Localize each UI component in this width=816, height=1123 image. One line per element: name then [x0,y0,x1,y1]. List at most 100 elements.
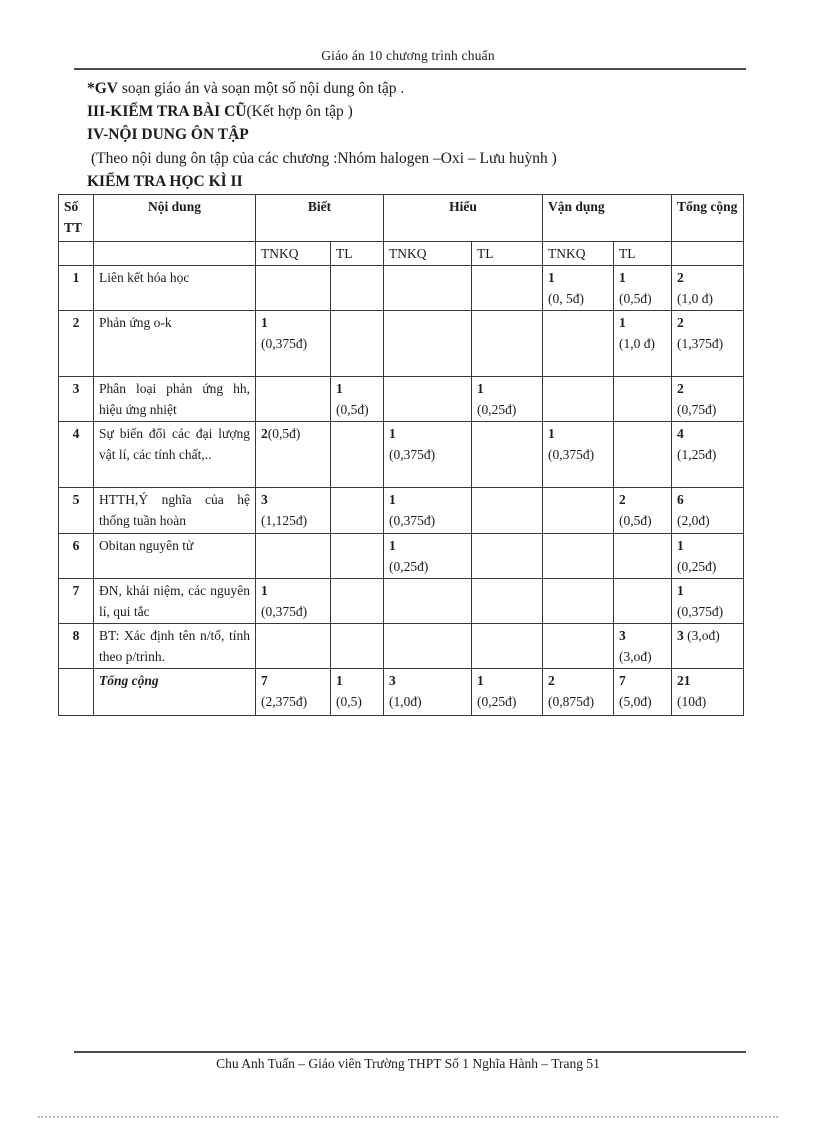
cell-tong-cong: 2 (0,75đ) [671,376,745,422]
table-row: 1 Liên kết hóa học 1 (0, 5đ) 1 (0,5đ) 2 (1,0 đ) [58,265,745,311]
cell-vandung-tnkq: 2 (0,875đ) [542,668,615,716]
table-row: 3 Phân loại phản ứng hh, hiệu ứng nhiệt 1(… [58,376,745,422]
table-header-row: Số TT Nội dung Biết Hiểu Vận dụng Tổng c… [58,194,745,242]
cell-stt: 4 [58,421,94,488]
cell-biet-tl [330,310,384,377]
cell-biet-tnkq: 7 (2,375đ) [255,668,331,716]
cell-hieu-tl [470,487,544,534]
subheader-empty-stt [58,241,94,266]
cell-biet-tl [330,487,384,534]
subheader-biet-tnkq: TNKQ [255,241,331,266]
cell-vandung-tnkq [542,533,615,579]
cell-hieu-tl [470,578,544,624]
cell-vandung-tnkq: 1 (0, 5đ) [542,265,615,311]
intro-block: *GV soạn giáo án và soạn một số nội dung… [87,77,727,193]
cell-stt [58,668,94,716]
cell-tong-cong: 2 (1,375đ) [671,310,745,377]
table-row: 7 ĐN, khái niệm, các nguyên lí, qui tắc 1(… [58,578,745,624]
cell-hieu-tnkq: 3 (1,0đ) [383,668,472,716]
cell-biet-tnkq: 2(0,5đ) [255,421,331,488]
subheader-empty-tong [671,241,745,266]
cell-noi-dung: Phân loại phản ứng hh, hiệu ứng nhiệt [93,376,256,422]
cell-hieu-tnkq: 1 (0,375đ) [383,421,472,488]
cell-vandung-tl: 1 (0,5đ) [613,265,673,311]
col-header-biet: Biết [255,194,384,242]
cell-hieu-tl: 1 (0,25đ) [470,376,544,422]
cell-vandung-tl: 1 (1,0 đ) [613,310,673,377]
cell-tong-cong: 3 (3,ođ) [671,623,745,669]
table-row: 6 Obitan nguyên tử 1 (0,25đ) 1 (0,25đ) [58,533,745,579]
cell-vandung-tl [613,376,673,422]
cell-stt: 8 [58,623,94,669]
table-row: 5 HTTH,Ý nghĩa của hệ thống tuần hoàn 3 (1,… [58,487,745,534]
footer-rule [74,1051,746,1053]
cell-stt: 7 [58,578,94,624]
subheader-vandung-tl: TL [613,241,673,266]
cell-hieu-tnkq [383,578,472,624]
cell-hieu-tl [470,310,544,377]
cell-stt: 2 [58,310,94,377]
subheader-empty-noi-dung [93,241,256,266]
cell-noi-dung: Sự biến đổi các đại lượng vật lí, các tí… [93,421,256,488]
intro-section-iv: IV-NỘI DUNG ÔN TẬP [87,123,727,146]
cell-noi-dung: BT: Xác định tên n/tố, tính theo p/trình… [93,623,256,669]
cell-tong-cong: 21 (10đ) [671,668,745,716]
cell-biet-tnkq [255,533,331,579]
cell-biet-tl [330,533,384,579]
intro-exam-heading: KIỂM TRA HỌC KÌ II [87,170,727,193]
cell-vandung-tl: 3 (3,ođ) [613,623,673,669]
cell-vandung-tnkq [542,487,615,534]
cell-biet-tl: 1 (0,5) [330,668,384,716]
exam-matrix-table: Số TT Nội dung Biết Hiểu Vận dụng Tổng c… [58,194,745,716]
col-header-noi-dung: Nội dung [93,194,256,242]
cell-noi-dung: ĐN, khái niệm, các nguyên lí, qui tắc [93,578,256,624]
col-header-tong-cong: Tổng cộng [671,194,745,242]
col-header-hieu: Hiểu [382,194,544,242]
cell-stt: 1 [58,265,94,311]
subheader-hieu-tl: TL [470,241,544,266]
intro-scope-note: (Theo nội dung ôn tập của các chương :Nh… [87,147,727,170]
cell-hieu-tl [470,623,544,669]
exam-matrix-body: 1 Liên kết hóa học 1 (0, 5đ) 1 (0,5đ) 2 (1,0 đ)… [58,265,745,716]
cell-hieu-tl [470,265,544,311]
cell-biet-tnkq: 1 (0,375đ) [255,310,331,377]
cell-biet-tnkq [255,623,331,669]
page-bottom-marker [38,1116,778,1118]
table-row-total: Tổng cộng 7 (2,375đ) 1 (0,5) 3 (1,0đ) 1 (0,25đ) 2… [58,668,745,716]
cell-tong-cong: 6 (2,0đ) [671,487,745,534]
section-iii-note: (Kết hợp ôn tập ) [246,103,353,121]
section-iii-heading: III-KIỂM TRA BÀI CŨ [87,103,247,121]
subheader-hieu-tnkq: TNKQ [383,241,472,266]
cell-noi-dung: Obitan nguyên tử [93,533,256,579]
cell-vandung-tl: 7 (5,0đ) [613,668,673,716]
cell-hieu-tnkq: 1 (0,375đ) [383,487,472,534]
cell-noi-dung: HTTH,Ý nghĩa của hệ thống tuần hoàn [93,487,256,534]
cell-hieu-tnkq [383,310,472,377]
cell-biet-tnkq: 3 (1,125đ) [255,487,331,534]
table-row: 8 BT: Xác định tên n/tố, tính theo p/trìn… [58,623,745,669]
cell-vandung-tl [613,533,673,579]
cell-biet-tnkq [255,265,331,311]
cell-hieu-tl [470,533,544,579]
cell-tong-cong: 1 (0,25đ) [671,533,745,579]
cell-hieu-tnkq [383,623,472,669]
cell-biet-tl [330,623,384,669]
cell-tong-cong: 1 (0,375đ) [671,578,745,624]
cell-vandung-tnkq [542,578,615,624]
running-header-title: Giáo án 10 chương trình chuẩn [321,48,495,63]
cell-biet-tl [330,578,384,624]
cell-hieu-tnkq [383,376,472,422]
cell-biet-tnkq [255,376,331,422]
subheader-vandung-tnkq: TNKQ [542,241,615,266]
exam-heading-text: KIỂM TRA HỌC KÌ II [87,172,243,190]
header-rule [74,68,746,70]
cell-vandung-tnkq [542,310,615,377]
cell-noi-dung: Liên kết hóa học [93,265,256,311]
gv-label: *GV [87,80,118,97]
cell-stt: 5 [58,487,94,534]
cell-noi-dung: Phản ứng o-k [93,310,256,377]
cell-vandung-tnkq: 1 (0,375đ) [542,421,615,488]
table-row: 4 Sự biến đổi các đại lượng vật lí, các t… [58,421,745,488]
cell-hieu-tl: 1 (0,25đ) [470,668,544,716]
cell-hieu-tl [470,421,544,488]
